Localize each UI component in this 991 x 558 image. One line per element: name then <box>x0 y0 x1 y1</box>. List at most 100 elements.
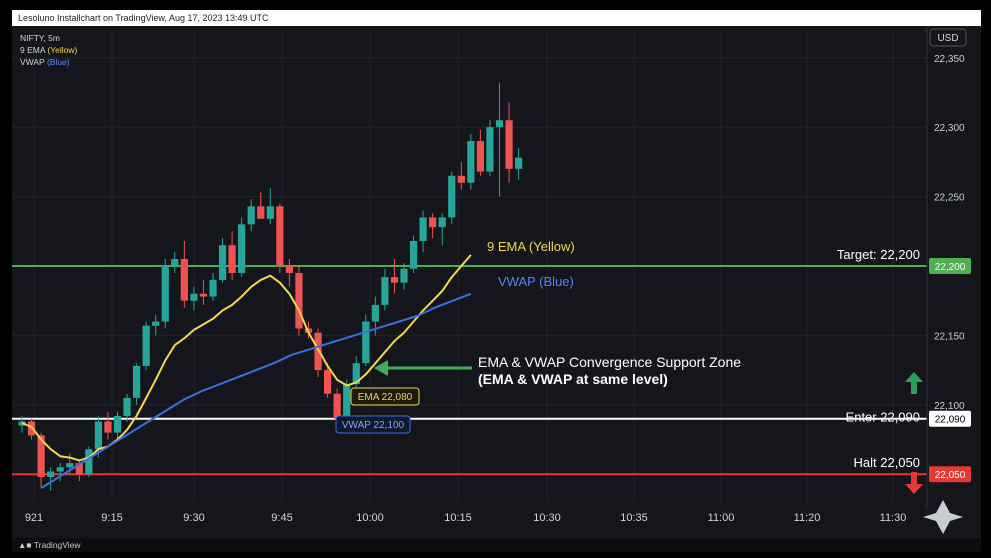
candle-body <box>324 370 332 394</box>
candle-body <box>285 266 293 273</box>
ema-badge-text: EMA 22,080 <box>358 392 413 403</box>
candle-body <box>75 463 83 475</box>
ema-legend: 9 EMA (Yellow) <box>20 45 78 55</box>
y-tick-label: 22,250 <box>934 193 965 204</box>
candle-body <box>66 463 74 468</box>
candle-body <box>152 321 160 326</box>
price-chart[interactable]: Target: 22,200 22,200 Enter 22,090 22,090 Ha… <box>12 10 981 552</box>
vwap-badge-text: VWAP 22,100 <box>342 420 405 431</box>
candle-body <box>419 217 427 242</box>
vwap-annotation: VWAP (Blue) <box>498 274 574 289</box>
candle-body <box>85 449 93 475</box>
candle-body <box>457 175 465 183</box>
vwap-line <box>40 292 472 489</box>
indicator-legend: NIFTY, 5m 9 EMA (Yellow) VWAP (Blue) <box>20 32 77 68</box>
halt-price-text: 22,050 <box>935 470 966 481</box>
candle-body <box>505 120 513 169</box>
target-price-badge <box>929 258 971 274</box>
x-tick-label: 10:30 <box>533 512 561 524</box>
x-tick-label: 10:35 <box>620 512 648 524</box>
candle-body <box>171 259 179 266</box>
x-tick-label: 921 <box>25 512 43 524</box>
chart-window: Lesoluno Installchart on TradingView, Au… <box>12 10 981 552</box>
x-tick-label: 9:45 <box>271 512 292 524</box>
candle-body <box>104 421 112 433</box>
enter-price-text: 22,090 <box>935 415 966 426</box>
candle-body <box>362 321 370 364</box>
candle-body <box>238 224 246 273</box>
tradingview-logo-icon: ▲■ <box>18 540 34 550</box>
candle-body <box>429 217 437 228</box>
candle-body <box>228 245 236 273</box>
left-arrow-icon <box>374 360 388 376</box>
candle-body <box>133 365 141 398</box>
x-tick-label: 11:20 <box>794 512 821 524</box>
candle-body <box>247 206 255 225</box>
vwap-badge <box>335 415 411 434</box>
brand-label: TradingView <box>33 540 81 550</box>
target-price-text: 22,200 <box>935 262 966 273</box>
candle-body <box>161 266 169 322</box>
title-bar: Lesoluno Installchart on TradingView, Au… <box>12 10 981 26</box>
x-tick-label: 10:00 <box>356 512 384 524</box>
currency-label[interactable]: USD <box>937 33 958 44</box>
halt-label: Halt 22,050 <box>854 455 921 470</box>
candle-body <box>113 415 122 433</box>
y-tick-label: 22,100 <box>934 401 965 412</box>
candle-body <box>295 272 303 329</box>
candle-body <box>352 363 360 384</box>
candle-body <box>390 277 399 283</box>
x-tick-label: 10:15 <box>444 512 472 524</box>
halt-price-badge <box>929 466 971 483</box>
candle-body <box>409 241 418 269</box>
y-tick-label: 22,350 <box>934 54 965 65</box>
enter-label: Enter 22,090 <box>846 410 920 425</box>
currency-button[interactable] <box>929 28 967 47</box>
candle-body <box>343 384 351 419</box>
zone-title: EMA & VWAP Convergence Support Zone <box>478 354 741 370</box>
target-label: Target: 22,200 <box>837 247 920 262</box>
zone-subtitle: (EMA & VWAP at same level) <box>478 371 668 387</box>
candle-body <box>209 279 217 297</box>
candle-body <box>218 245 227 280</box>
candle-body <box>515 157 523 169</box>
candle-body <box>142 325 150 366</box>
candle-body <box>257 206 265 219</box>
candle-body <box>467 141 475 183</box>
candle-body <box>448 175 456 218</box>
candle-body <box>123 397 131 416</box>
candle-body <box>371 304 379 322</box>
candle-body <box>37 435 45 478</box>
candle-body <box>56 467 64 472</box>
candle-body <box>333 393 341 419</box>
x-tick-label: 9:15 <box>101 512 122 524</box>
candle-body <box>438 217 446 228</box>
ema-annotation: 9 EMA (Yellow) <box>487 239 575 254</box>
x-tick-label: 11:30 <box>880 512 907 524</box>
y-tick-label: 22,150 <box>934 331 965 342</box>
y-tick-label: 22,300 <box>934 123 965 134</box>
candle-body <box>276 206 284 266</box>
symbol-label: NIFTY, 5m <box>20 33 60 43</box>
candle-body <box>190 293 198 301</box>
candle-body <box>495 120 504 128</box>
sparkle-icon <box>923 500 963 534</box>
ema-line <box>21 254 472 462</box>
x-tick-label: 11:00 <box>708 512 735 524</box>
candle-body <box>47 471 55 478</box>
candle-body <box>180 259 188 301</box>
enter-price-badge <box>929 410 971 427</box>
footer-bar: ▲■ TradingView <box>12 538 981 552</box>
candle-body <box>94 421 102 450</box>
candle-body <box>486 127 494 172</box>
down-arrow-icon <box>905 472 923 494</box>
ema-badge <box>350 387 420 406</box>
candle-body <box>381 277 389 305</box>
up-arrow-icon <box>905 372 923 394</box>
vwap-legend: VWAP (Blue) <box>20 57 70 67</box>
chart-title: Lesoluno Installchart on TradingView, Au… <box>18 13 269 23</box>
x-tick-label: 9:30 <box>183 512 204 524</box>
candle-body <box>314 332 322 371</box>
candle-body <box>199 293 208 297</box>
candle-body <box>400 268 408 283</box>
